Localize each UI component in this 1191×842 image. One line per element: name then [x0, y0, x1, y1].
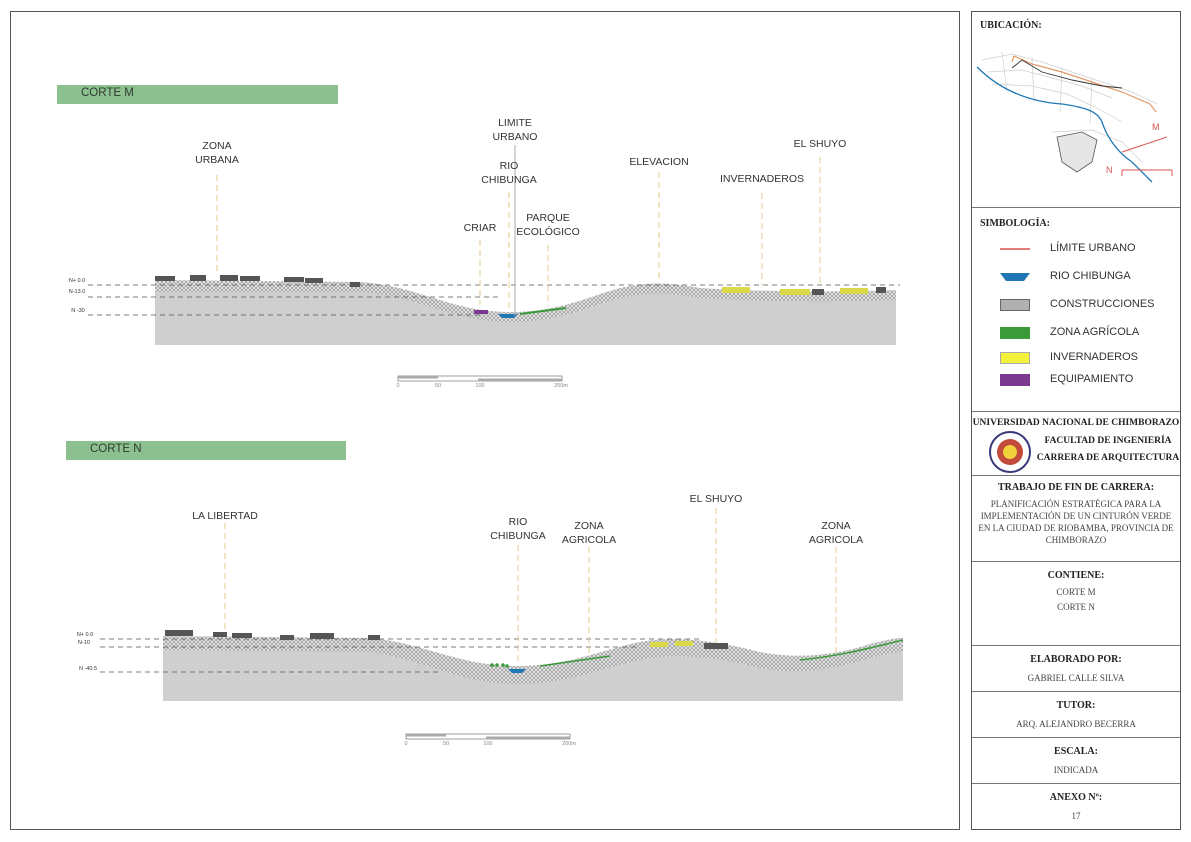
corte-m-equipment — [474, 310, 488, 314]
label-zona-agricola-1: ZONA AGRICOLA — [561, 520, 617, 546]
corte-m-greenhouses — [722, 287, 868, 295]
corte-n-agri-1 — [539, 655, 611, 667]
corte-m-soil-layer — [155, 280, 896, 322]
corte-m-river — [498, 314, 518, 318]
university-cell: UNIVERSIDAD NACIONAL DE CHIMBORAZO FACUL… — [972, 412, 1180, 476]
corte-n-trees — [490, 663, 509, 668]
escala-value: INDICADA — [1053, 765, 1099, 775]
label-la-libertad: LA LIBERTAD — [192, 510, 258, 522]
elaborado-cell: ELABORADO POR: GABRIEL CALLE SILVA — [972, 646, 1180, 692]
contiene-item-2: CORTE N — [1057, 602, 1095, 612]
corte-m-title-band: CORTE M — [57, 85, 338, 104]
corte-m-leaders — [216, 157, 821, 310]
level-m-0: N+ 0.0 — [68, 278, 86, 284]
trabajo-cell: TRABAJO DE FIN DE CARRERA: PLANIFICACIÓN… — [972, 476, 1180, 562]
map-marker-n: N — [1106, 165, 1113, 175]
scale-m-200: 200m — [554, 383, 568, 389]
corte-n-river — [508, 669, 526, 673]
drawing-frame — [10, 11, 960, 830]
legend-label: RIO CHIBUNGA — [1050, 270, 1131, 282]
tutor-cell: TUTOR: ARQ. ALEJANDRO BECERRA — [972, 692, 1180, 738]
label-criar: CRIAR — [463, 222, 497, 234]
section-drawings — [88, 145, 904, 740]
legend-label: CONSTRUCCIONES — [1050, 298, 1155, 310]
elaborado-name: GABRIEL CALLE SILVA — [1027, 673, 1125, 683]
corte-m-title: CORTE M — [81, 87, 134, 99]
corte-n-scale-bar — [405, 733, 571, 740]
level-n-1: N-10 — [78, 640, 90, 646]
scale-n-200: 200m — [562, 741, 576, 747]
elaborado-title: ELABORADO POR: — [1030, 654, 1122, 665]
label-rio-chibunga-n: RIO CHIBUNGA — [490, 516, 546, 542]
title-block: UBICACIÓN: M N SIMBOLOGÍA: LÍMITE URBANO — [971, 11, 1181, 830]
legend-swatch — [1000, 374, 1030, 386]
location-map — [976, 51, 1173, 183]
level-m-2: N -30 — [71, 308, 85, 314]
label-rio-chibunga-m: RIO CHIBUNGA — [481, 160, 537, 186]
level-m-1: N-13.0 — [68, 289, 86, 295]
corte-n-level-lines — [100, 638, 700, 673]
label-invernaderos: INVERNADEROS — [719, 173, 805, 185]
label-zona-urbana-m: ZONA URBANA — [195, 140, 239, 166]
contiene-title: CONTIENE: — [1047, 570, 1105, 581]
legend-swatch — [1000, 299, 1030, 311]
label-zona-agricola-2: ZONA AGRICOLA — [808, 520, 864, 546]
trabajo-title: TRABAJO DE FIN DE CARRERA: — [997, 482, 1155, 493]
scale-m-50: 50 — [434, 383, 442, 389]
corte-m-level-lines — [88, 284, 900, 316]
faculty-name: FACULTAD DE INGENIERÍA — [1044, 436, 1172, 446]
label-el-shuyo-n: EL SHUYO — [689, 493, 743, 505]
scale-n-100: 100 — [483, 741, 493, 747]
anexo-title: ANEXO Nº: — [1049, 792, 1103, 803]
level-n-2: N -40.5 — [78, 666, 98, 672]
level-n-0: N+ 0.0 — [76, 632, 94, 638]
simbologia-cell: SIMBOLOGÍA: LÍMITE URBANO RIO CHIBUNGA C… — [972, 208, 1180, 412]
scale-m-100: 100 — [475, 383, 485, 389]
corte-n-buildings — [165, 630, 728, 649]
label-elevacion: ELEVACION — [629, 156, 689, 168]
corte-n-agri-2 — [799, 639, 904, 661]
ubicacion-cell: UBICACIÓN: M N — [972, 12, 1180, 208]
legend-label: LÍMITE URBANO — [1050, 242, 1136, 254]
label-limite-urbano: LIMITE URBANO — [492, 117, 538, 143]
legend-label: ZONA AGRÍCOLA — [1050, 326, 1140, 338]
anexo-cell: ANEXO Nº: 17 — [972, 784, 1180, 829]
corte-n-title-band: CORTE N — [66, 441, 346, 460]
university-seal-icon — [989, 431, 1031, 473]
tutor-name: ARQ. ALEJANDRO BECERRA — [1016, 719, 1136, 729]
corte-n-title: CORTE N — [90, 443, 142, 455]
anexo-value: 17 — [1071, 811, 1081, 821]
map-marker-m: M — [1152, 122, 1160, 132]
legend-label: EQUIPAMIENTO — [1050, 373, 1134, 385]
corte-n-greenhouses — [650, 641, 693, 647]
trabajo-text: PLANIFICACIÓN ESTRATÉGICA PARA LA IMPLEM… — [978, 499, 1174, 545]
escala-cell: ESCALA: INDICADA — [972, 738, 1180, 784]
label-el-shuyo-m: EL SHUYO — [793, 138, 847, 150]
corte-m-buildings — [155, 275, 886, 295]
simbologia-title: SIMBOLOGÍA: — [980, 218, 1051, 229]
contiene-item-1: CORTE M — [1056, 587, 1096, 597]
corte-m-agri — [519, 307, 567, 315]
career-name: CARRERA DE ARQUITECTURA — [1036, 453, 1180, 463]
scale-n-50: 50 — [442, 741, 450, 747]
corte-m-scale-bar — [397, 375, 563, 382]
university-name: UNIVERSIDAD NACIONAL DE CHIMBORAZO — [972, 418, 1180, 428]
tutor-title: TUTOR: — [1056, 700, 1096, 711]
corte-n-leaders — [224, 508, 837, 665]
legend-swatch — [1000, 327, 1030, 339]
legend-swatch — [1000, 352, 1030, 364]
corte-m-ground — [155, 285, 896, 345]
escala-title: ESCALA: — [1054, 746, 1098, 757]
ubicacion-title: UBICACIÓN: — [980, 20, 1042, 31]
contiene-cell: CONTIENE: CORTE M CORTE N — [972, 562, 1180, 646]
scale-m-0: 0 — [396, 383, 400, 389]
scale-n-0: 0 — [404, 741, 408, 747]
legend-label: INVERNADEROS — [1050, 351, 1139, 363]
label-parque-ecologico: PARQUE ECOLÓGICO — [516, 212, 580, 238]
